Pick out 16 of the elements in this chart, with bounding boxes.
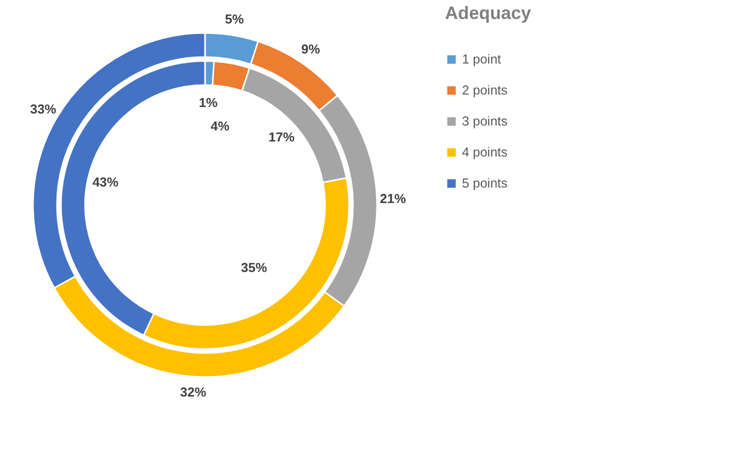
legend-label: 1 point <box>462 52 502 66</box>
data-label: 21% <box>380 191 406 206</box>
data-label: 5% <box>225 11 244 26</box>
data-label: 32% <box>180 384 207 400</box>
data-label: 17% <box>268 130 295 145</box>
legend-title: Adequacy <box>445 3 532 23</box>
legend-label: 4 points <box>462 144 508 160</box>
data-label: 4% <box>210 118 230 134</box>
data-label: 43% <box>92 174 119 190</box>
data-label: 9% <box>301 42 321 57</box>
data-label: 1% <box>198 95 218 110</box>
data-label: 35% <box>241 260 268 276</box>
legend-label: 3 points <box>462 114 508 128</box>
legend-label: 2 points <box>462 82 508 98</box>
data-label: 33% <box>30 101 57 116</box>
legend-label: 5 points <box>462 176 508 190</box>
